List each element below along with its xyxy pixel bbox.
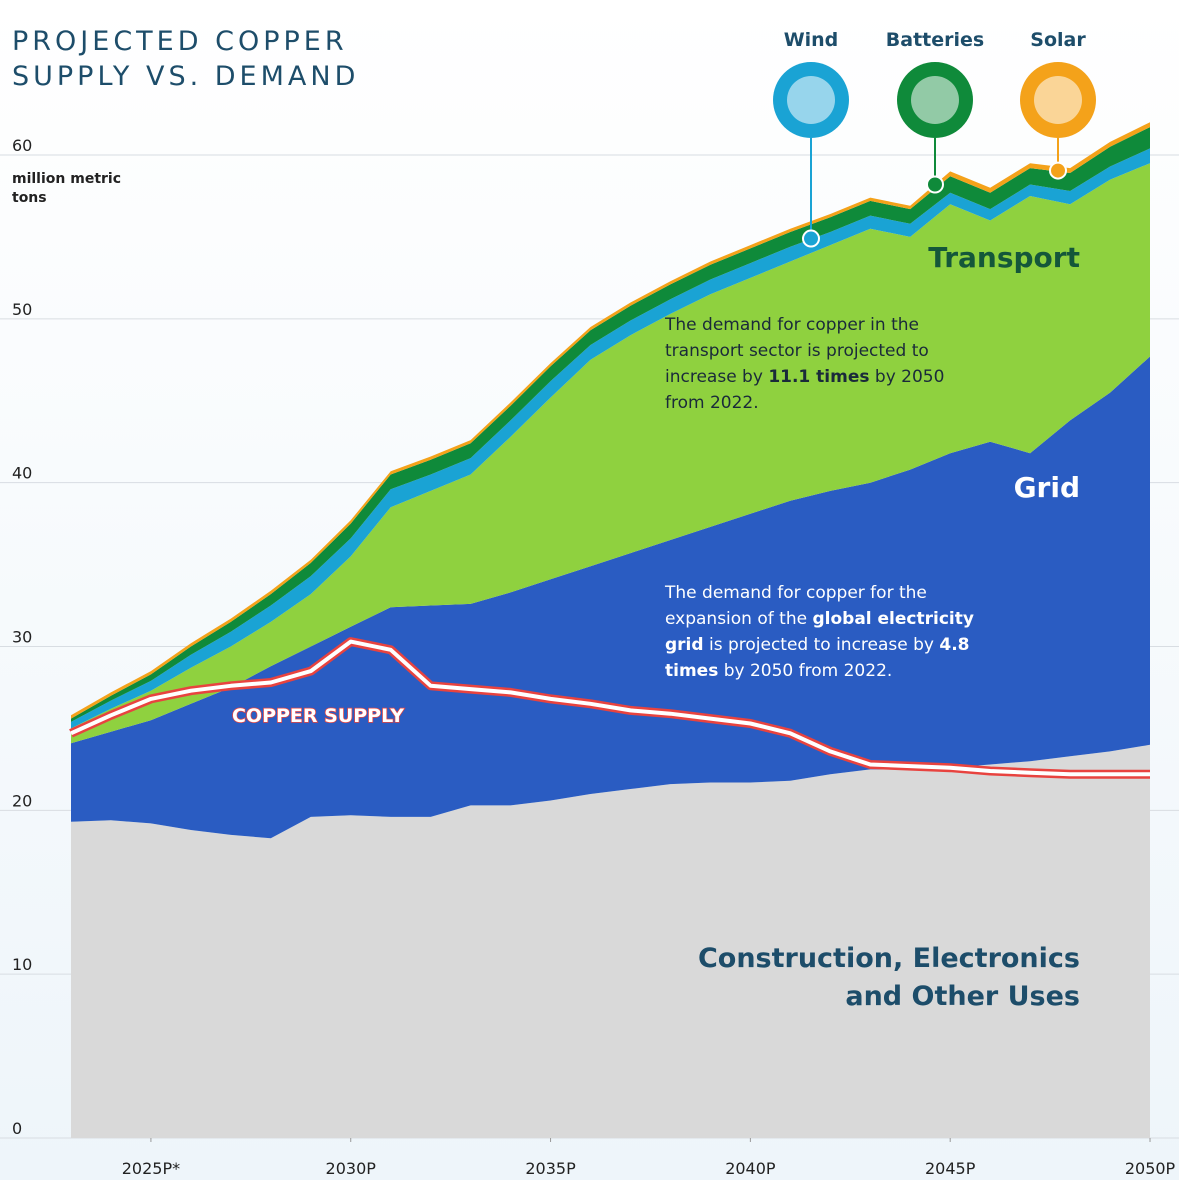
badge-icon-inner [1034, 76, 1082, 124]
x-tick-label: 2035P [525, 1159, 576, 1178]
y-axis-label: million metric tons [12, 170, 122, 208]
badge-dot [1050, 163, 1066, 179]
grid-note: The demand for copper for the expansion … [665, 580, 1005, 684]
y-tick-label: 40 [12, 464, 32, 483]
legend-label: Wind [784, 29, 839, 51]
x-tick-label: 2030P [326, 1159, 377, 1178]
x-tick-label: 2040P [725, 1159, 776, 1178]
badge-dot [927, 176, 943, 192]
badge-dot [803, 231, 819, 247]
series-label: Grid [1014, 471, 1080, 504]
note-highlight: 11.1 times [768, 367, 869, 387]
y-tick-label: 10 [12, 955, 32, 974]
infographic: 0 10 20 30 40 50 60 2025P* 2030P 2035P 2040P 2045P 2… [0, 0, 1179, 1180]
badge-icon-inner [911, 76, 959, 124]
x-tick-label: 2045P [925, 1159, 976, 1178]
x-tick-label: 2050P [1125, 1159, 1176, 1178]
transport-note: The demand for copper in the transport s… [665, 312, 965, 416]
legend-label: Solar [1030, 29, 1086, 51]
note-text: by 2050 from 2022. [718, 661, 892, 681]
y-tick-label: 30 [12, 628, 32, 647]
y-tick-label: 60 [12, 136, 32, 155]
legend-label: Batteries [886, 29, 984, 51]
note-text: is projected to increase by [704, 635, 940, 655]
supply-label: COPPER SUPPLY [232, 705, 404, 727]
badge-icon-inner [787, 76, 835, 124]
series-label: Transport [928, 241, 1080, 274]
x-tick-label: 2025P* [122, 1159, 180, 1178]
y-tick-label: 50 [12, 300, 32, 319]
y-tick-label: 0 [12, 1119, 22, 1138]
y-tick-label: 20 [12, 791, 32, 810]
chart-title: PROJECTED COPPER SUPPLY VS. DEMAND [12, 24, 392, 94]
